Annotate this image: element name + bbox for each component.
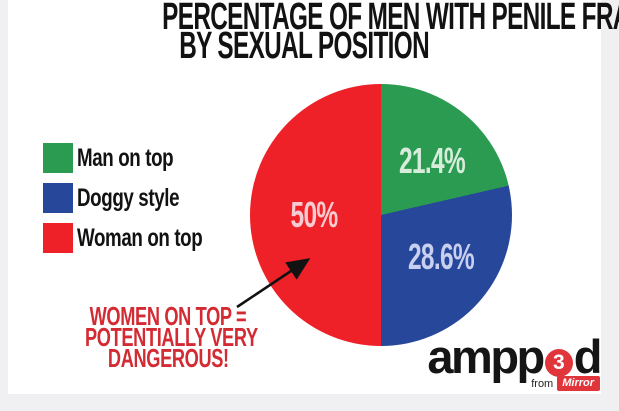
legend-swatch-red — [43, 223, 73, 253]
logo-prefix: ampp — [427, 330, 545, 383]
legend-swatch-green — [43, 143, 73, 173]
logo-3-circle-icon: 3 — [544, 349, 573, 377]
pie-chart: 21.4% 28.6% 50% — [250, 84, 512, 346]
legend-label: Woman on top — [77, 223, 203, 252]
legend-item-man-on-top: Man on top — [43, 143, 244, 173]
legend: Man on top Doggy style Woman on top — [43, 143, 244, 263]
pie-slice-label-man-on-top: 21.4% — [398, 140, 466, 181]
annotation-line: WOMEN ON TOP = — [89, 301, 247, 331]
logo-subline: from Mirror — [427, 376, 600, 391]
annotation-arrow — [236, 258, 311, 309]
legend-item-doggy-style: Doggy style — [43, 183, 244, 213]
legend-label: Doggy style — [77, 183, 180, 212]
annotation-line: POTENTIALLY VERY — [85, 322, 258, 352]
chart-title: PERCENTAGE OF MEN WITH PENILE FRACTURE B… — [8, 0, 619, 67]
logo-suffix: d — [573, 330, 603, 383]
annotation-text: WOMEN ON TOP = POTENTIALLY VERY DANGEROU… — [48, 301, 288, 373]
legend-label: Man on top — [77, 143, 174, 172]
legend-swatch-blue — [43, 183, 73, 213]
legend-item-woman-on-top: Woman on top — [43, 223, 244, 253]
logo-from-text: from — [531, 377, 554, 390]
ampp3d-wordmark: ampp 3 d — [427, 330, 603, 383]
pie-slice-label-doggy-style: 28.6% — [407, 236, 475, 277]
chart-title-line1: PERCENTAGE OF MEN WITH PENILE FRACTURE — [162, 0, 619, 38]
annotation-line: DANGEROUS! — [107, 343, 229, 373]
pie-slice-label-woman-on-top: 50% — [290, 194, 339, 235]
chart-title-line2: BY SEXUAL POSITION — [179, 25, 430, 67]
ampp3d-logo: ampp 3 d from Mirror — [427, 330, 603, 391]
infographic-canvas: PERCENTAGE OF MEN WITH PENILE FRACTURE B… — [8, 0, 619, 394]
mirror-badge: Mirror — [557, 376, 600, 391]
